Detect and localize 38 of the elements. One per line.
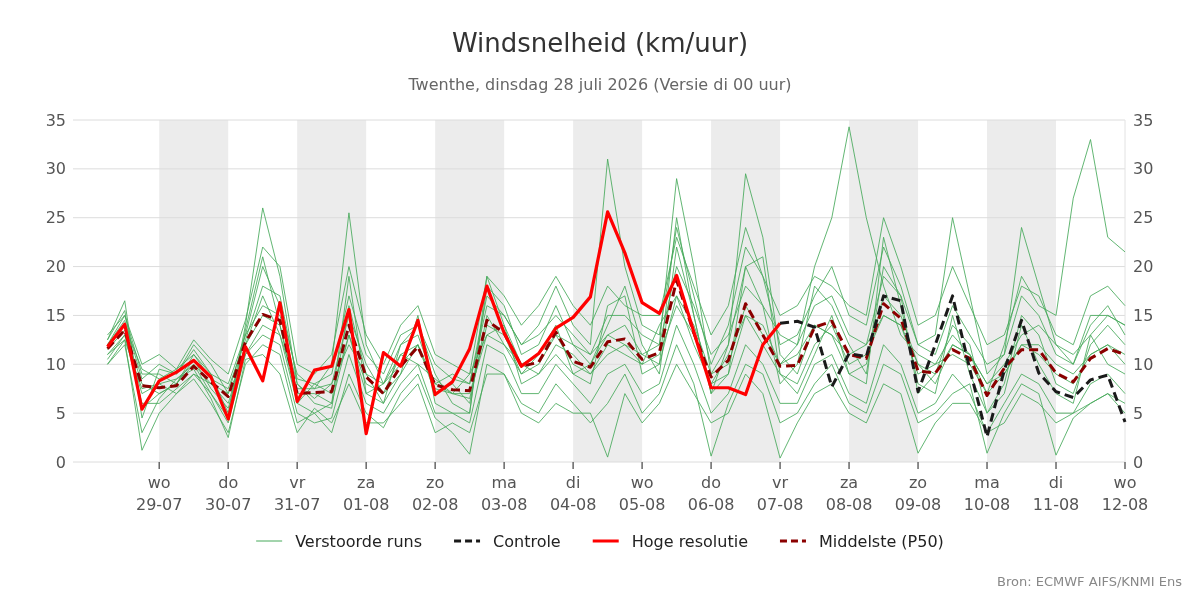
x-tick-label: wo 29-07 [135, 473, 183, 514]
x-tick-label: do 30-07 [204, 473, 252, 514]
x-tick-label: ma 03-08 [480, 473, 528, 514]
y2-tick-label: 15 [1133, 306, 1154, 326]
x-tick-label: vr 07-08 [756, 473, 804, 514]
y-tick-label: 15 [45, 306, 66, 326]
chart-title: Windsnelheid (km/uur) [451, 28, 749, 58]
y-tick-label: 10 [45, 354, 66, 374]
y2-tick-label: 20 [1133, 257, 1154, 277]
text: Bron: ECMWF AIFS/KNMI Ens [997, 574, 1183, 589]
x-tick-label: wo 05-08 [618, 473, 666, 514]
legend-label: Middelste (P50) [818, 531, 944, 551]
x-tick-label: wo 12-08 [1101, 473, 1149, 514]
legend-label: Hoge resolutie [631, 531, 748, 551]
x-tick-label: ma 10-08 [963, 473, 1011, 514]
y2-tick-label: 35 [1133, 110, 1154, 130]
y-tick-label: 30 [45, 159, 66, 179]
x-tick-label: zo 09-08 [894, 473, 942, 514]
y2-tick-label: 10 [1133, 354, 1154, 374]
y-tick-label: 0 [55, 452, 66, 472]
x-tick-label: za 01-08 [342, 473, 390, 514]
y-tick-label: 20 [45, 257, 66, 277]
y2-tick-label: 25 [1133, 208, 1154, 228]
x-tick-label: do 06-08 [687, 473, 735, 514]
chart-subtitle: Twenthe, dinsdag 28 juli 2026 (Versie di 00 uur) [407, 75, 792, 94]
y-tick-label: 35 [45, 110, 66, 130]
x-tick-label: vr 31-07 [273, 473, 321, 514]
y-tick-label: 5 [55, 403, 66, 423]
x-tick-label: di 11-08 [1032, 473, 1080, 514]
y2-tick-label: 30 [1133, 159, 1154, 179]
y-tick-label: 25 [45, 208, 66, 228]
x-tick-label: za 08-08 [825, 473, 873, 514]
y2-tick-label: 5 [1133, 403, 1144, 423]
legend-label: Controle [493, 531, 561, 551]
x-tick-label: zo 02-08 [411, 473, 459, 514]
legend-label: Verstoorde runs [295, 531, 423, 551]
y2-tick-label: 0 [1133, 452, 1144, 472]
x-tick-label: di 04-08 [549, 473, 597, 514]
